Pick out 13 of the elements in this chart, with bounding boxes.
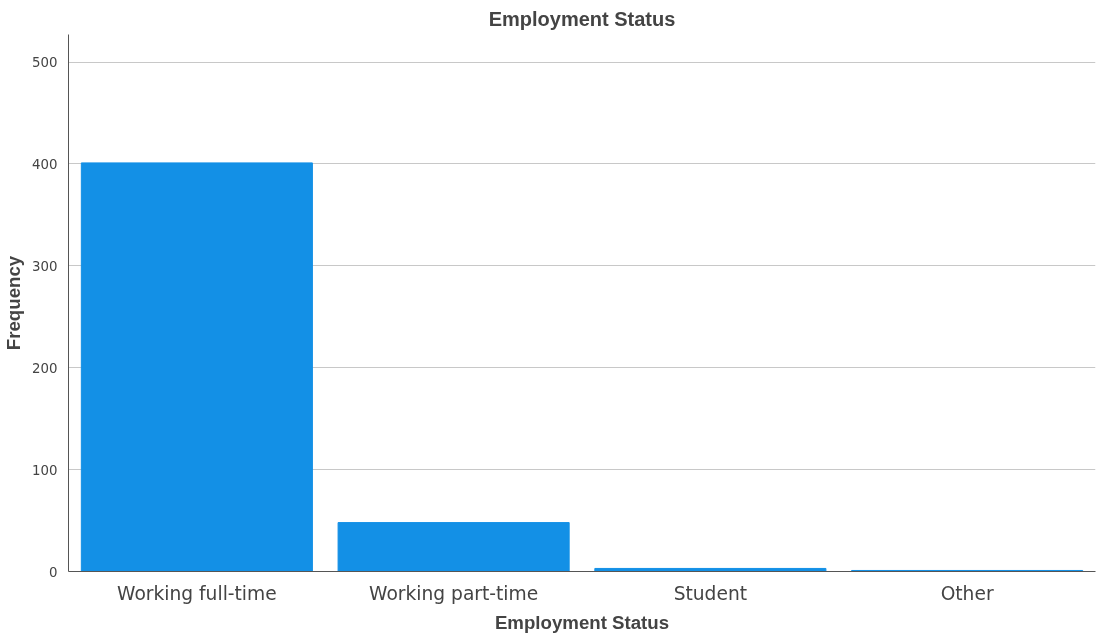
x-tick-label: Other [940,582,994,604]
y-tick-label: 400 [32,156,58,172]
y-tick-label: 0 [49,564,58,580]
y-axis-title: Frequency [3,255,25,351]
y-tick-label: 300 [32,258,58,274]
x-tick-label: Working full-time [117,582,277,604]
y-tick-label: 100 [32,462,58,478]
x-tick-label: Working part-time [369,582,539,604]
x-tick-label: Student [673,582,748,604]
y-tick-label: 500 [32,55,58,71]
x-axis-title: Employment Status [494,611,670,633]
chart-title: Employment Status [488,7,676,30]
y-tick-label: 200 [32,360,58,376]
